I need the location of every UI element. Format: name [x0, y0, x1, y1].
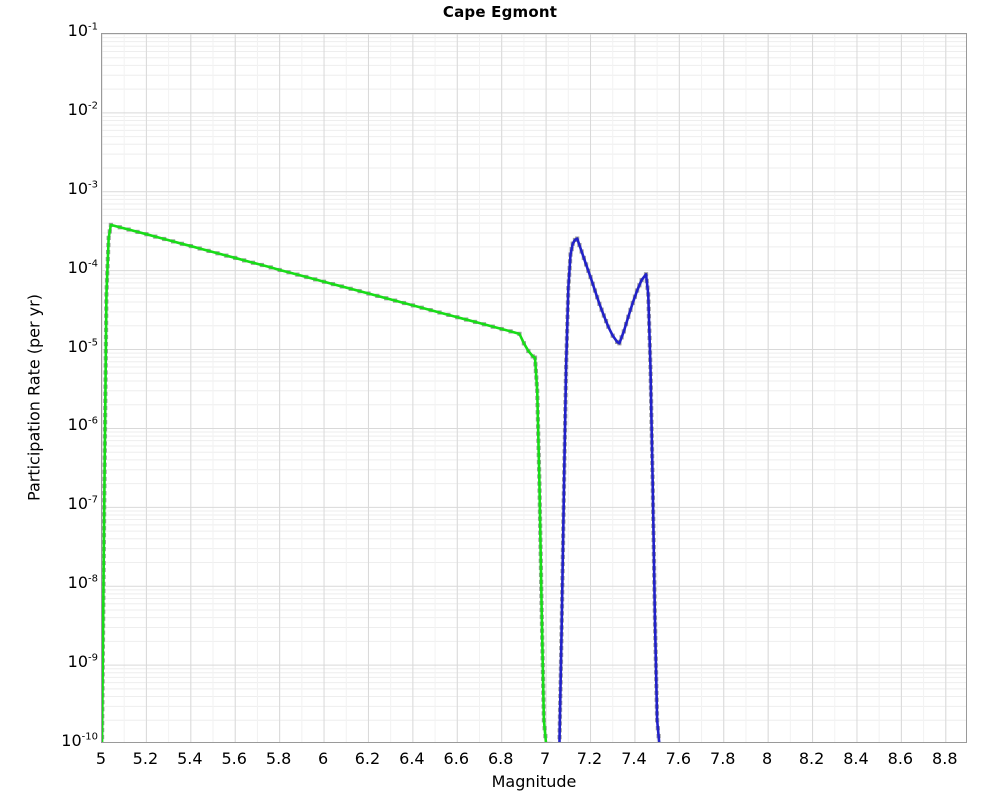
chart-title: Cape Egmont — [442, 3, 558, 21]
grid-major-horizontal — [102, 34, 966, 666]
x-tick-label: 5.4 — [177, 749, 203, 768]
grid-minor-vertical — [102, 34, 947, 742]
y-tick-label: 10-9 — [67, 652, 98, 672]
x-tick-label: 8 — [762, 749, 773, 768]
x-tick-label: 8.6 — [887, 749, 914, 768]
y-tick-label: 10-5 — [67, 336, 98, 356]
y-tick-label: 10-1 — [67, 21, 98, 40]
x-tick-label: 5.8 — [265, 749, 292, 768]
y-tick-label: 10-2 — [67, 99, 98, 119]
x-tick-label: 7.2 — [576, 749, 603, 768]
x-axis-label-text: Magnitude — [491, 772, 577, 791]
x-tick-label: 5.6 — [221, 749, 247, 768]
series-markers-1 — [557, 236, 662, 742]
x-tick-label: 6.4 — [399, 749, 425, 768]
grid-major-vertical — [102, 34, 947, 742]
grid-minor-horizontal — [102, 37, 966, 721]
x-axis-tick-labels: 5 5.2 5.4 5.6 5.8 6 6.2 6.4 6.6 6.8 7 7.2 7.4 7.6 7.8 8… — [0, 749, 1000, 775]
series-line-1 — [558, 237, 661, 742]
x-tick-label: 6 — [317, 749, 329, 768]
x-tick-label: 8.8 — [932, 749, 958, 768]
plot-area — [101, 33, 967, 743]
x-tick-label: 7 — [540, 749, 551, 768]
y-axis-label: Participation Rate (per yr) — [24, 294, 44, 501]
y-tick-label: 10-3 — [67, 178, 98, 198]
x-tick-label: 6.2 — [354, 749, 381, 768]
y-tick-label: 10-4 — [67, 257, 98, 277]
plot-canvas — [102, 34, 966, 742]
y-tick-label: 10-8 — [67, 573, 98, 593]
x-tick-label: 6.8 — [487, 749, 514, 768]
x-tick-label: 5 — [95, 749, 107, 768]
series-line-0 — [102, 223, 548, 742]
x-tick-label: 8.2 — [798, 749, 825, 768]
x-tick-label: 6.6 — [443, 749, 470, 768]
x-tick-label: 8.4 — [843, 749, 869, 768]
x-axis-label: Magnitude — [0, 772, 1000, 791]
x-tick-label: 5.2 — [132, 749, 159, 768]
y-tick-label: 10-7 — [67, 494, 98, 514]
y-tick-label: 10-6 — [67, 415, 98, 435]
x-tick-label: 7.4 — [621, 749, 647, 768]
y-axis-tick-labels: 10-1 10-2 10-3 10-4 10-5 10-6 10-7 10-8 10-9 10-1… — [28, 0, 98, 800]
x-tick-label: 7.8 — [710, 749, 736, 768]
y-tick-label: 10-10 — [61, 731, 98, 750]
x-tick-label: 7.6 — [665, 749, 692, 768]
